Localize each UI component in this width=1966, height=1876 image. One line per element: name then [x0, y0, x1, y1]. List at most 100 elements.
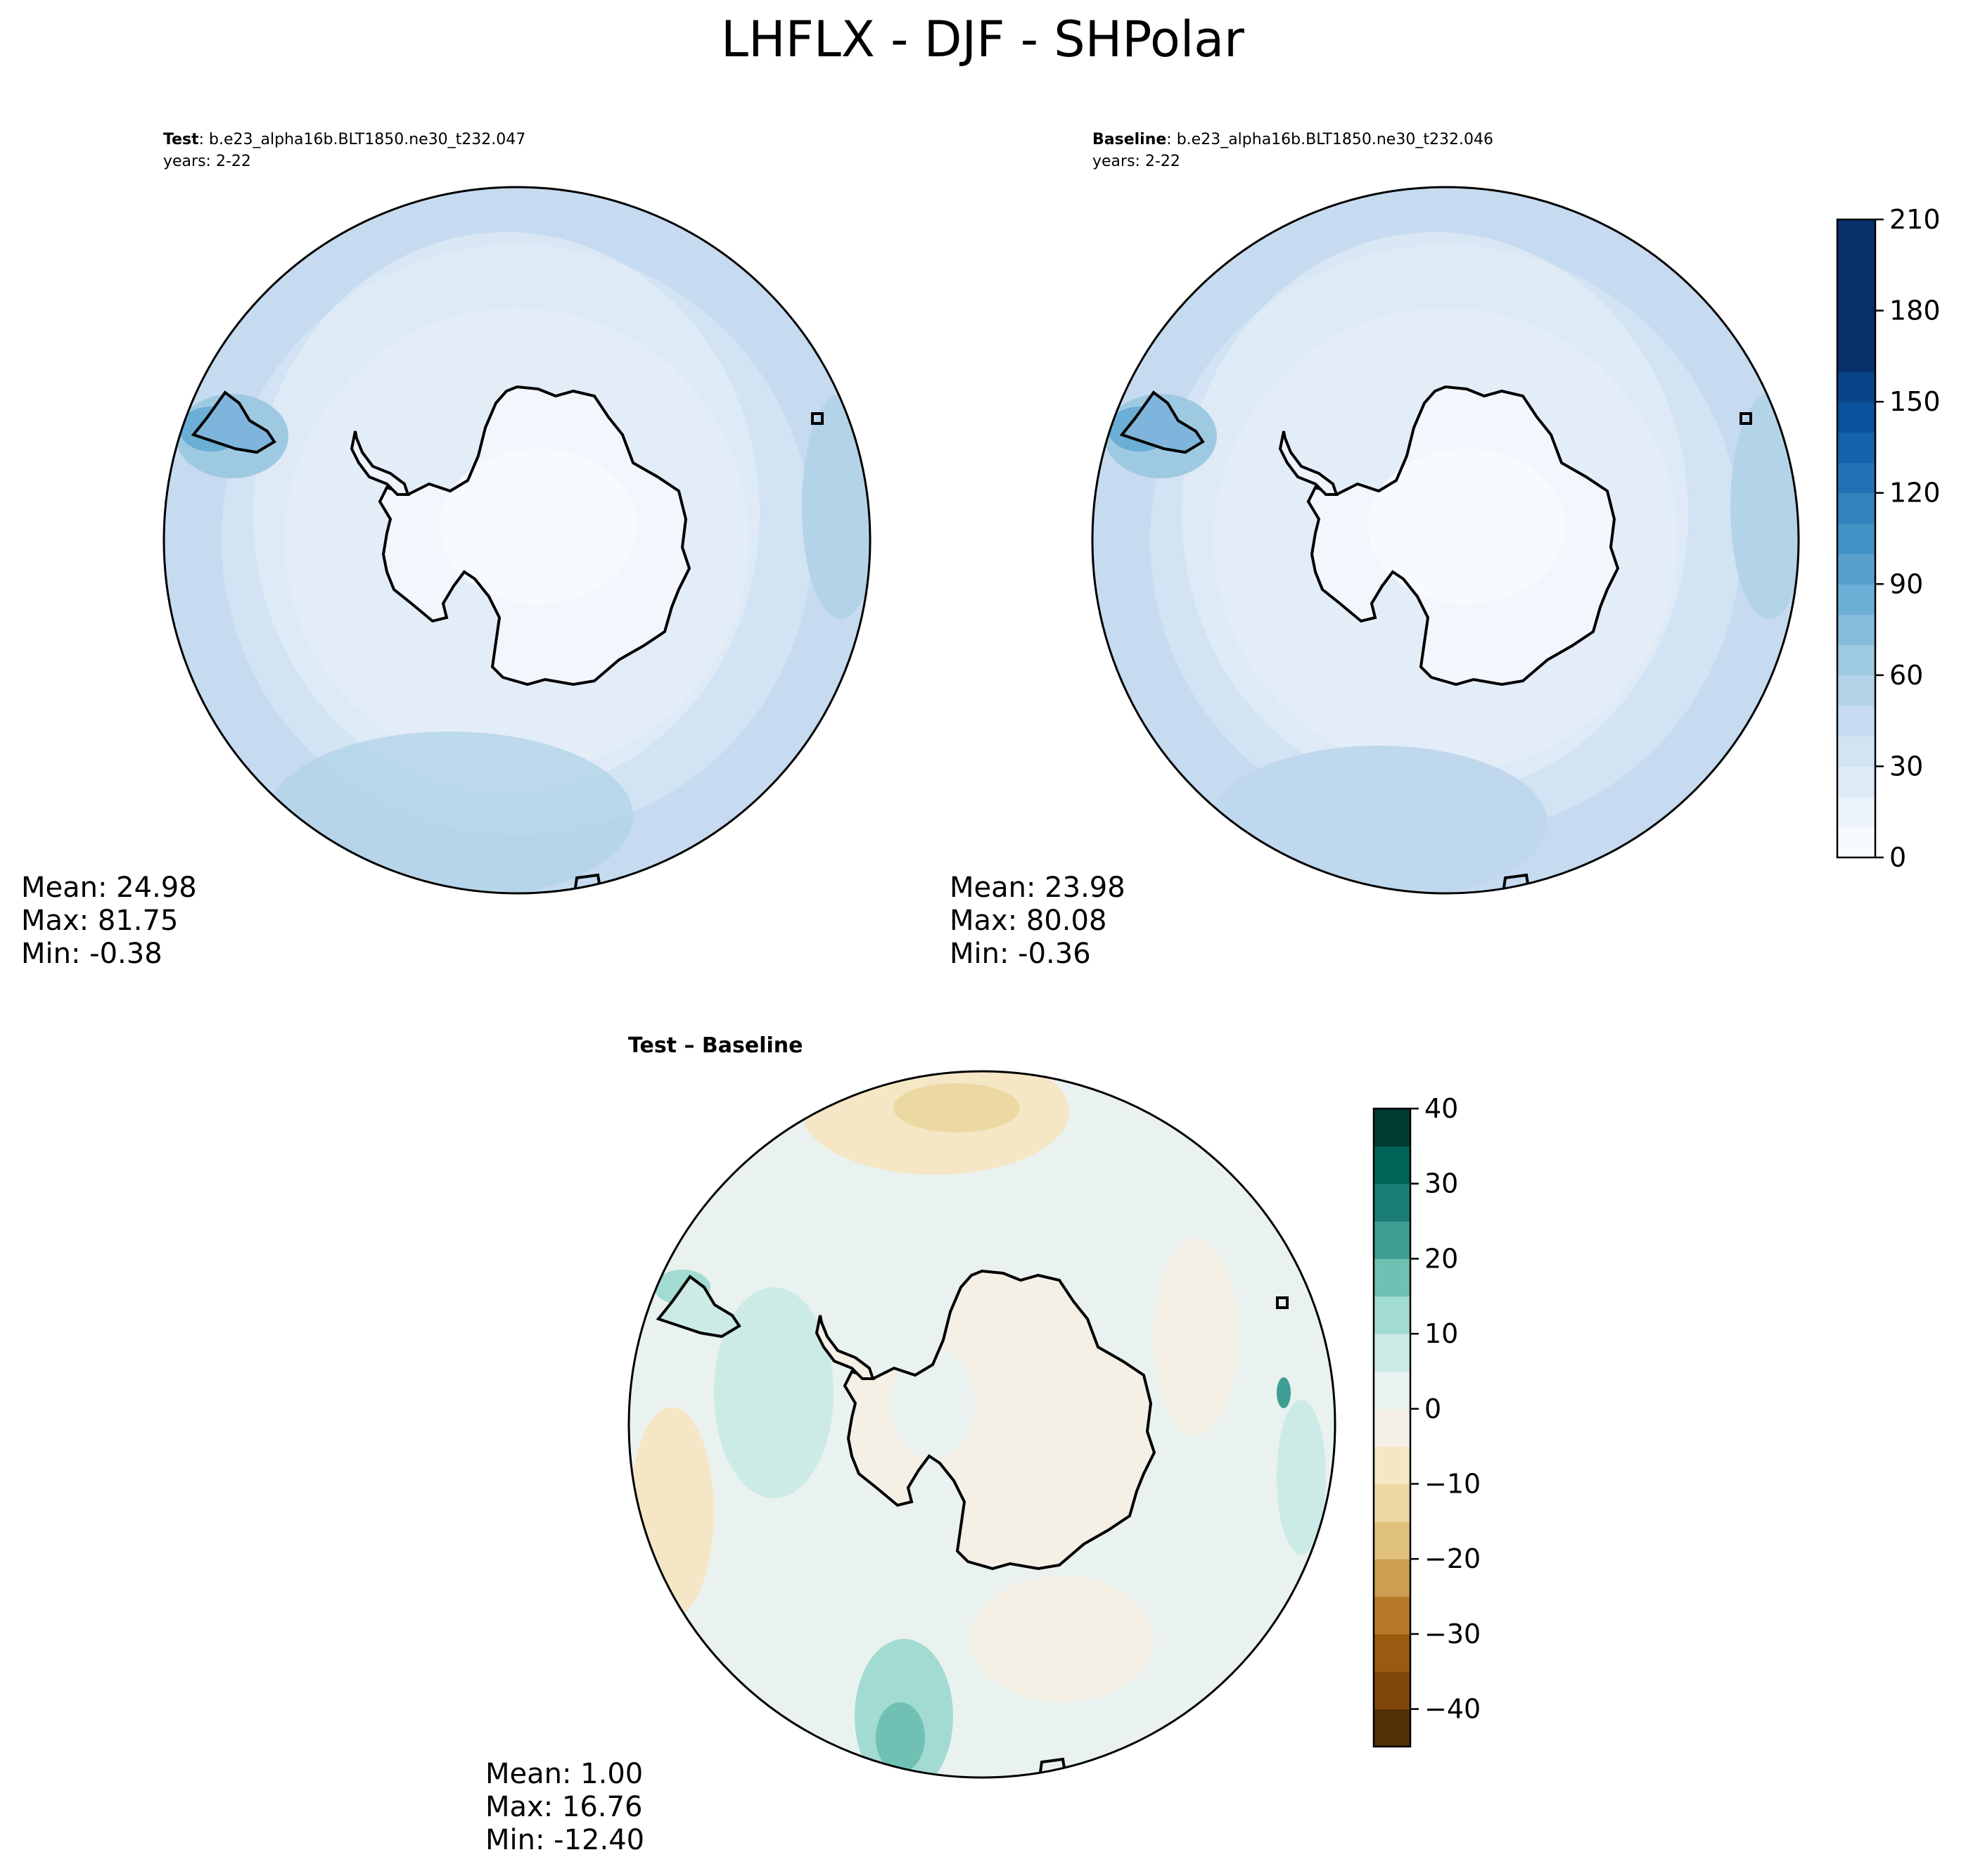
difference-colorbar-band — [1374, 1183, 1410, 1222]
difference-colorbar-tick-label: 10 — [1424, 1318, 1458, 1349]
baseline-panel-title: Baseline: b.e23_alpha16b.BLT1850.ne30_t2… — [1092, 131, 1493, 148]
test-mean: Mean: 24.98 — [21, 872, 197, 904]
difference-max: Max: 16.76 — [485, 1791, 642, 1823]
difference-panel-title: Test – Baseline — [628, 1033, 803, 1058]
test-panel-title: Test: b.e23_alpha16b.BLT1850.ne30_t232.0… — [163, 131, 525, 148]
test-island-1 — [811, 412, 824, 425]
difference-colorbar-tick-label: −30 — [1424, 1619, 1481, 1650]
difference-panel: Test – Baseline — [485, 1033, 1481, 1856]
difference-colorbar-band — [1374, 1109, 1410, 1147]
test-island-2 — [571, 873, 604, 893]
difference-colorbar-band — [1374, 1334, 1410, 1372]
difference-colorbar-band — [1374, 1596, 1410, 1635]
test-min: Min: -0.38 — [21, 938, 162, 970]
baseline-colorbar-tick-label: 120 — [1889, 478, 1941, 509]
baseline-colorbar: 0 30 60 90 120 150 180 210 — [1836, 204, 1941, 873]
baseline-colorbar-band — [1837, 402, 1875, 433]
difference-field-west-pos — [714, 1287, 834, 1498]
difference-colorbar-band — [1374, 1521, 1410, 1559]
baseline-colorbar-tick-label: 150 — [1889, 386, 1941, 417]
difference-colorbar-band — [1374, 1258, 1410, 1297]
baseline-panel: Baseline: b.e23_alpha16b.BLT1850.ne30_t2… — [950, 131, 1941, 970]
baseline-colorbar-band — [1837, 706, 1875, 736]
difference-colorbar-band — [1374, 1671, 1410, 1710]
test-label-rest: : b.e23_alpha16b.BLT1850.ne30_t232.047 — [199, 131, 526, 148]
baseline-colorbar-band — [1837, 736, 1875, 767]
baseline-colorbar-band — [1837, 371, 1875, 402]
baseline-island-1 — [1740, 412, 1752, 425]
baseline-colorbar-tick-label: 180 — [1889, 295, 1941, 326]
baseline-colorbar-tick-label: 60 — [1889, 660, 1923, 691]
difference-island-2 — [1036, 1757, 1068, 1778]
difference-colorbar-tick-label: 0 — [1424, 1393, 1441, 1424]
difference-field-south-pos2 — [876, 1702, 925, 1773]
baseline-colorbar-band — [1837, 280, 1875, 312]
baseline-years: years: 2-22 — [1092, 153, 1180, 170]
difference-colorbar-band — [1374, 1633, 1410, 1672]
difference-field-spot — [1277, 1377, 1291, 1408]
baseline-field-pacific — [1210, 746, 1547, 893]
baseline-field-plateau — [1368, 449, 1565, 604]
difference-colorbar-tick-label: −10 — [1424, 1469, 1481, 1500]
baseline-colorbar-band — [1837, 796, 1875, 828]
baseline-colorbar-band — [1837, 584, 1875, 615]
difference-colorbar-band — [1374, 1408, 1410, 1447]
difference-colorbar-tick-label: −20 — [1424, 1543, 1481, 1574]
baseline-colorbar-tick-label: 30 — [1889, 751, 1923, 781]
difference-colorbar-tick-label: 20 — [1424, 1243, 1458, 1274]
difference-field-east-neg — [1154, 1238, 1238, 1435]
baseline-colorbar-band — [1837, 675, 1875, 706]
baseline-colorbar-band — [1837, 219, 1875, 250]
difference-colorbar-band — [1374, 1559, 1410, 1597]
difference-colorbar-tick-label: −40 — [1424, 1694, 1481, 1725]
difference-colorbar-band — [1374, 1146, 1410, 1185]
difference-map-boundary — [627, 1070, 1336, 1779]
difference-colorbar-band — [1374, 1709, 1410, 1747]
difference-colorbar-band — [1374, 1296, 1410, 1334]
difference-colorbar: 40 30 20 10 0 −10 −20 −30 −40 — [1372, 1093, 1481, 1748]
difference-colorbar-band — [1374, 1446, 1410, 1485]
baseline-colorbar-band — [1837, 766, 1875, 798]
test-field-plateau — [440, 449, 637, 604]
test-years: years: 2-22 — [163, 153, 251, 170]
baseline-map-boundary — [1091, 186, 1800, 895]
test-panel: Test: b.e23_alpha16b.BLT1850.ne30_t232.0… — [21, 131, 872, 970]
difference-colorbar-frame — [1372, 1107, 1412, 1748]
baseline-colorbar-band — [1837, 462, 1875, 494]
baseline-colorbar-band — [1837, 554, 1875, 585]
figure-title: LHFLX - DJF - SHPolar — [721, 11, 1244, 68]
baseline-island-2 — [1500, 873, 1532, 893]
baseline-colorbar-band — [1837, 827, 1875, 858]
test-field-pacific — [267, 732, 633, 893]
difference-colorbar-tick-label: 40 — [1424, 1093, 1458, 1124]
baseline-colorbar-band — [1837, 250, 1875, 281]
difference-field-south-neg — [971, 1576, 1154, 1702]
baseline-map — [1091, 186, 1800, 895]
baseline-mean: Mean: 23.98 — [950, 872, 1125, 904]
test-map-boundary — [162, 186, 872, 895]
baseline-colorbar-tick-label: 210 — [1889, 204, 1941, 235]
difference-colorbar-tick-label: 30 — [1424, 1168, 1458, 1199]
difference-mean: Mean: 1.00 — [485, 1758, 643, 1790]
baseline-max: Max: 80.08 — [950, 905, 1106, 937]
difference-min: Min: -12.40 — [485, 1824, 644, 1856]
difference-field-east-pos — [1277, 1400, 1326, 1555]
baseline-colorbar-frame — [1836, 218, 1877, 859]
baseline-colorbar-band — [1837, 492, 1875, 524]
difference-field-north-neg2 — [893, 1083, 1020, 1132]
baseline-colorbar-band — [1837, 614, 1875, 646]
test-max: Max: 81.75 — [21, 905, 178, 937]
difference-field-west-neg — [630, 1407, 714, 1618]
difference-colorbar-band — [1374, 1221, 1410, 1259]
baseline-colorbar-tick-label: 0 — [1889, 842, 1906, 873]
difference-colorbar-band — [1374, 1371, 1410, 1410]
baseline-label-rest: : b.e23_alpha16b.BLT1850.ne30_t232.046 — [1166, 131, 1493, 148]
test-label-bold: Test — [163, 131, 199, 148]
difference-island-1 — [1276, 1296, 1289, 1309]
test-map — [162, 186, 872, 895]
baseline-colorbar-band — [1837, 432, 1875, 464]
difference-map — [627, 1070, 1336, 1779]
baseline-colorbar-tick-label: 90 — [1889, 568, 1923, 599]
baseline-min: Min: -0.36 — [950, 938, 1091, 970]
